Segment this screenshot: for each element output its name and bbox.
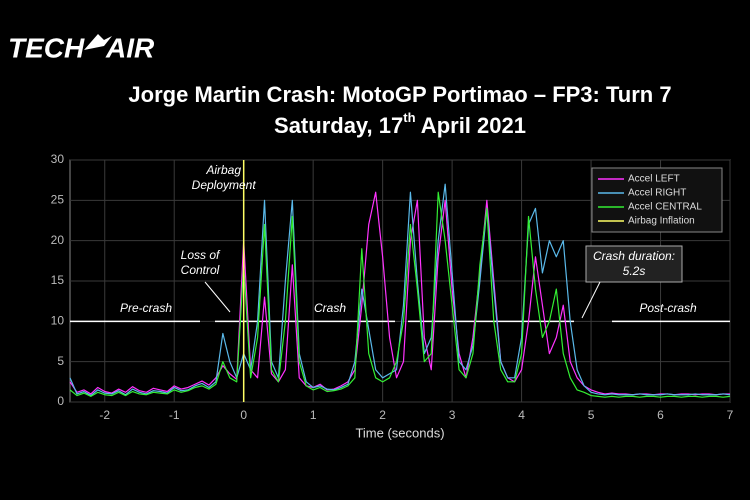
x-tick-label: 0 <box>240 408 247 422</box>
annotation: Pre-crash <box>120 301 172 315</box>
annotation: Post-crash <box>639 301 697 315</box>
y-tick-label: 20 <box>51 233 65 247</box>
annotation: Airbag <box>205 163 241 177</box>
subtitle-part: Saturday, 17 <box>274 113 403 138</box>
x-tick-label: 4 <box>518 408 525 422</box>
x-axis-label: Time (seconds) <box>355 425 444 440</box>
chart-subtitle: Saturday, 17th April 2021 <box>274 110 526 137</box>
logo-left: TECH <box>8 32 85 63</box>
x-tick-label: 7 <box>727 408 734 422</box>
annotation-arrow <box>204 281 231 313</box>
y-tick-label: 10 <box>51 314 65 328</box>
x-tick-label: 5 <box>588 408 595 422</box>
annotation-box <box>585 245 683 283</box>
annotation: Crash duration: <box>593 249 675 263</box>
annotation: Crash <box>314 301 346 315</box>
series-line <box>69 183 731 397</box>
subtitle-part: April 2021 <box>416 113 526 138</box>
x-tick-label: 2 <box>379 408 386 422</box>
x-tick-label: -1 <box>169 408 180 422</box>
y-tick-label: 25 <box>51 193 65 207</box>
legend-label: Airbag Inflation <box>628 216 695 227</box>
logo-right: AIR <box>105 32 155 63</box>
series-line <box>69 191 731 398</box>
y-tick-label: 5 <box>57 354 64 368</box>
annotation: 5.2s <box>623 264 646 278</box>
annotation: Control <box>181 263 220 277</box>
annotation: Loss of <box>181 248 221 262</box>
series-line <box>69 191 730 396</box>
annotation: Deployment <box>192 178 257 192</box>
legend-label: Accel RIGHT <box>628 188 686 199</box>
y-tick-label: 0 <box>57 394 64 408</box>
subtitle-sup: th <box>403 110 415 125</box>
chart-title: Jorge Martin Crash: MotoGP Portimao – FP… <box>128 82 671 107</box>
x-tick-label: -2 <box>99 408 110 422</box>
x-tick-label: 3 <box>449 408 456 422</box>
logo-icon <box>84 34 112 50</box>
legend-label: Accel LEFT <box>628 174 680 185</box>
y-tick-label: 15 <box>51 273 65 287</box>
x-tick-label: 6 <box>657 408 664 422</box>
y-tick-label: 30 <box>51 152 65 166</box>
legend-label: Accel CENTRAL <box>628 202 702 213</box>
annotation-arrow <box>581 281 601 319</box>
x-tick-label: 1 <box>310 408 317 422</box>
